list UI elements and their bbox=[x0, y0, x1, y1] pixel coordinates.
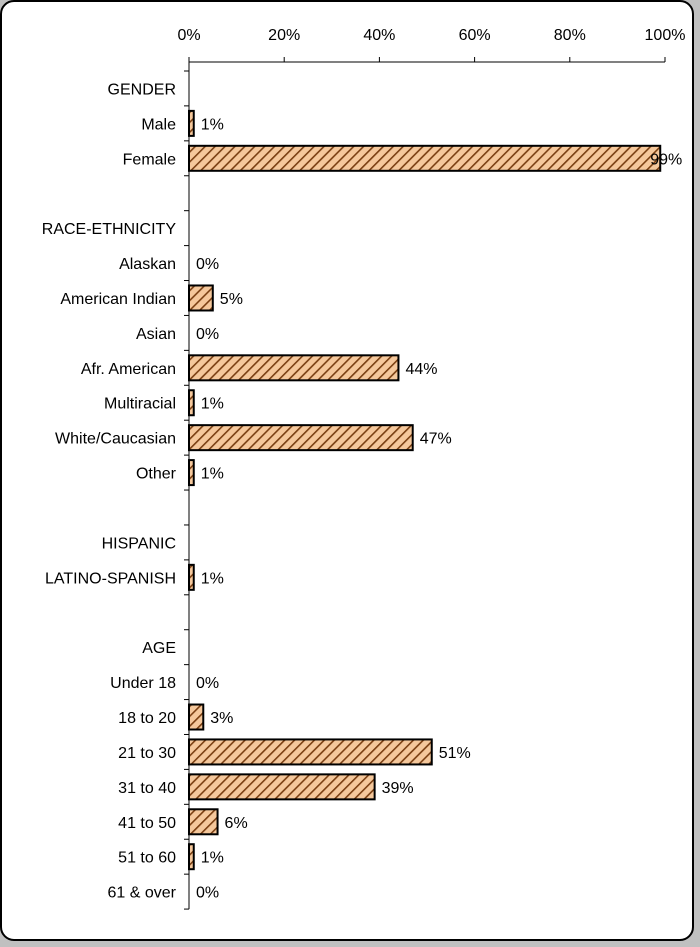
bar bbox=[188, 109, 195, 137]
category-label: 18 to 20 bbox=[118, 710, 176, 727]
category-label: Multiracial bbox=[104, 396, 176, 413]
data-label: 1% bbox=[201, 466, 224, 483]
category-label: HISPANIC bbox=[102, 535, 176, 552]
category-label: Asian bbox=[136, 326, 176, 343]
category-label: Other bbox=[136, 466, 177, 483]
category-label: 21 to 30 bbox=[118, 745, 176, 762]
category-label: Afr. American bbox=[81, 361, 176, 378]
data-label: 0% bbox=[196, 885, 219, 902]
x-tick-label: 80% bbox=[554, 27, 586, 44]
data-label: 99% bbox=[650, 151, 682, 168]
data-label: 6% bbox=[225, 815, 248, 832]
data-label: 47% bbox=[420, 431, 452, 448]
bar bbox=[188, 703, 205, 731]
category-label: RACE-ETHNICITY bbox=[42, 221, 177, 238]
bar bbox=[188, 354, 400, 382]
bar bbox=[188, 773, 376, 801]
bar bbox=[188, 459, 195, 487]
data-label: 0% bbox=[196, 675, 219, 692]
bar bbox=[188, 144, 662, 172]
x-tick-label: 60% bbox=[459, 27, 491, 44]
bar bbox=[188, 843, 195, 871]
data-label: 3% bbox=[210, 710, 233, 727]
data-label: 1% bbox=[201, 850, 224, 867]
data-label: 5% bbox=[220, 291, 243, 308]
data-label: 44% bbox=[405, 361, 437, 378]
data-label: 1% bbox=[201, 116, 224, 133]
labels: 0% 20% 40% 60% 80% 100% GENDER Male 1% Female 99% R… bbox=[42, 27, 686, 902]
bar bbox=[188, 284, 214, 312]
bar bbox=[188, 389, 195, 417]
axes bbox=[184, 57, 666, 910]
category-label: White/Caucasian bbox=[55, 431, 176, 448]
data-label: 1% bbox=[201, 396, 224, 413]
category-label: 31 to 40 bbox=[118, 780, 176, 797]
x-tick-label: 20% bbox=[268, 27, 300, 44]
bar bbox=[188, 424, 414, 452]
bar bbox=[188, 808, 219, 836]
x-tick-label: 40% bbox=[363, 27, 395, 44]
category-label: AGE bbox=[142, 640, 176, 657]
category-label: Under 18 bbox=[110, 675, 176, 692]
category-label: American Indian bbox=[60, 291, 176, 308]
category-label: GENDER bbox=[108, 81, 176, 98]
data-label: 0% bbox=[196, 326, 219, 343]
bar bbox=[188, 738, 433, 766]
data-label: 51% bbox=[439, 745, 471, 762]
bars bbox=[188, 109, 662, 871]
x-tick-label: 100% bbox=[645, 27, 686, 44]
category-label: Male bbox=[141, 116, 176, 133]
data-label: 1% bbox=[201, 570, 224, 587]
data-label: 39% bbox=[382, 780, 414, 797]
category-label: Alaskan bbox=[119, 256, 176, 273]
category-label: 61 & over bbox=[108, 885, 177, 902]
category-label: 51 to 60 bbox=[118, 850, 176, 867]
category-label: Female bbox=[123, 151, 176, 168]
data-label: 0% bbox=[196, 256, 219, 273]
bar-chart: 0% 20% 40% 60% 80% 100% GENDER Male 1% Female 99% R… bbox=[42, 27, 686, 910]
category-label: LATINO-SPANISH bbox=[45, 570, 176, 587]
bar bbox=[188, 563, 195, 591]
x-tick-label: 0% bbox=[177, 27, 200, 44]
category-label: 41 to 50 bbox=[118, 815, 176, 832]
